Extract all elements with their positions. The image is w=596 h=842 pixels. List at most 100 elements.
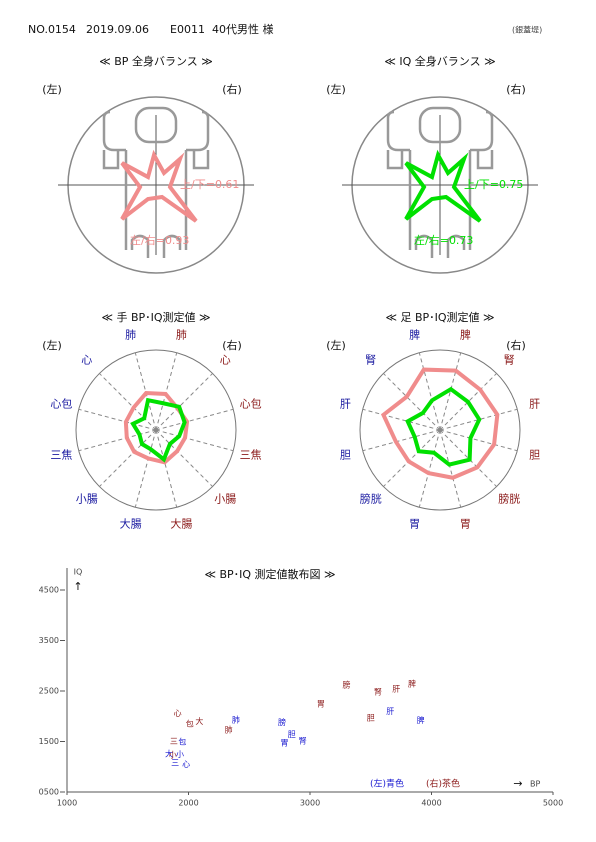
scatter-point: 肺 (225, 725, 233, 734)
right-label: (右) (222, 338, 242, 352)
up-down-ratio: 上/下=0.61 (180, 178, 239, 191)
radar-spoke (99, 373, 157, 431)
left-label: (左) (326, 339, 346, 352)
header-id: E0011 (170, 23, 205, 36)
radar-label: 小腸 (214, 492, 236, 505)
radar-spoke (439, 429, 497, 487)
left-right-ratio: 左/右=0.93 (130, 233, 189, 247)
ratio-value: 0.93 (165, 234, 190, 247)
y-axis-label: IQ (74, 568, 83, 577)
chart-title: ≪ 手 BP･IQ測定値 ≫ (101, 310, 210, 324)
radar-label: 脾 (460, 327, 471, 341)
figure-body (124, 150, 188, 258)
scatter-point: 肝 (392, 684, 400, 693)
radar-label: 心 (81, 354, 92, 367)
scatter-point: 心 (182, 760, 190, 769)
scatter-point: 胆 (367, 713, 375, 722)
scatter-point: 心 (174, 709, 182, 718)
scatter-point: 脾 (417, 715, 425, 725)
header-note: (銀蓋堤) (512, 25, 542, 35)
radar-spoke (439, 352, 462, 431)
scatter-point: 胃 (280, 739, 288, 748)
figure-body (408, 150, 472, 258)
x-tick-label: 4000 (421, 799, 441, 808)
right-label: (右) (222, 82, 242, 96)
radar-label: 腎 (365, 354, 376, 367)
ratio-value: 0.61 (215, 178, 240, 191)
figure-head (134, 106, 178, 144)
up-down-ratio: 上/下=0.75 (464, 178, 523, 191)
radar-spoke (383, 429, 441, 487)
radar-spoke (99, 429, 157, 487)
header-number: NO.0154 (28, 23, 76, 36)
radar-label: 胆 (529, 448, 540, 461)
radar-spoke (439, 429, 518, 452)
radar-label: 三焦 (240, 448, 262, 461)
legend-entry: (左)青色 (370, 778, 404, 790)
radar-spoke (155, 429, 178, 508)
panel-title: ≪ IQ 全身バランス ≫ (384, 54, 495, 68)
right-label: (右) (506, 338, 526, 352)
x-tick-label: 2000 (178, 799, 198, 808)
radar-spoke (439, 408, 518, 431)
radar-line (405, 386, 482, 467)
balance-star (120, 149, 198, 223)
radar-label: 小腸 (76, 492, 98, 505)
figure-head (418, 106, 462, 144)
radar-label: 肝 (529, 398, 540, 411)
radar-circle (359, 349, 521, 511)
ratio-label: 上/下= (180, 178, 215, 191)
radar-spoke (155, 373, 213, 431)
radar-spoke (418, 429, 441, 508)
scatter-point: 膀 (342, 679, 350, 689)
scatter-point: 小 (176, 750, 184, 759)
left-right-ratio: 左/右=0.73 (414, 233, 473, 247)
radar-label: 胃 (460, 518, 471, 531)
balance-star (404, 149, 482, 223)
scatter-point: 大 (165, 749, 173, 759)
scatter-point: 腎 (374, 688, 382, 697)
ratio-label: 左/右= (130, 233, 165, 247)
chart-title: ≪ 足 BP･IQ測定値 ≫ (385, 310, 494, 324)
scatter-point: 胆 (288, 730, 296, 739)
radar-circle (75, 349, 237, 511)
radar-spoke (418, 352, 441, 431)
radar-line (130, 397, 187, 463)
y-tick-label: 4500 (39, 586, 59, 595)
radar-spoke (155, 352, 178, 431)
x-tick-label: 5000 (543, 799, 563, 808)
x-arrow: → (513, 777, 522, 790)
radar-label: 心包 (240, 398, 262, 411)
scatter-point: 胃 (317, 700, 325, 709)
radar-spoke (439, 429, 462, 508)
radar-spoke (362, 408, 441, 431)
radar-spoke (78, 429, 157, 452)
ratio-value: 0.73 (449, 234, 474, 247)
radar-spoke (155, 408, 234, 431)
scatter-point: 小 (169, 751, 177, 760)
header-patient: 40代男性 様 (212, 22, 274, 36)
y-tick-label: 1500 (39, 737, 59, 746)
chart-title: ≪ BP･IQ 測定値散布図 ≫ (204, 567, 335, 581)
scatter-point: 包 (178, 737, 186, 747)
ratio-label: 左/右= (414, 233, 449, 247)
panel-title: ≪ BP 全身バランス ≫ (99, 54, 212, 68)
radar-label: 心 (220, 354, 231, 367)
scatter-point: 三 (171, 759, 179, 768)
scatter-point: 大 (195, 716, 203, 726)
ratio-value: 0.75 (499, 178, 524, 191)
figure-arms (102, 110, 210, 170)
radar-spoke (78, 408, 157, 431)
radar-spoke (383, 373, 441, 431)
left-label: (左) (42, 83, 62, 96)
radar-label: 心包 (50, 398, 72, 411)
x-axis-label: BP (530, 780, 540, 789)
radar-spoke (134, 429, 157, 508)
figure-arms (386, 110, 494, 170)
scatter-point: 腎 (299, 736, 307, 745)
scatter-point: 肝 (386, 707, 394, 716)
radar-spoke (155, 429, 234, 452)
radar-label: 胃 (409, 518, 420, 531)
